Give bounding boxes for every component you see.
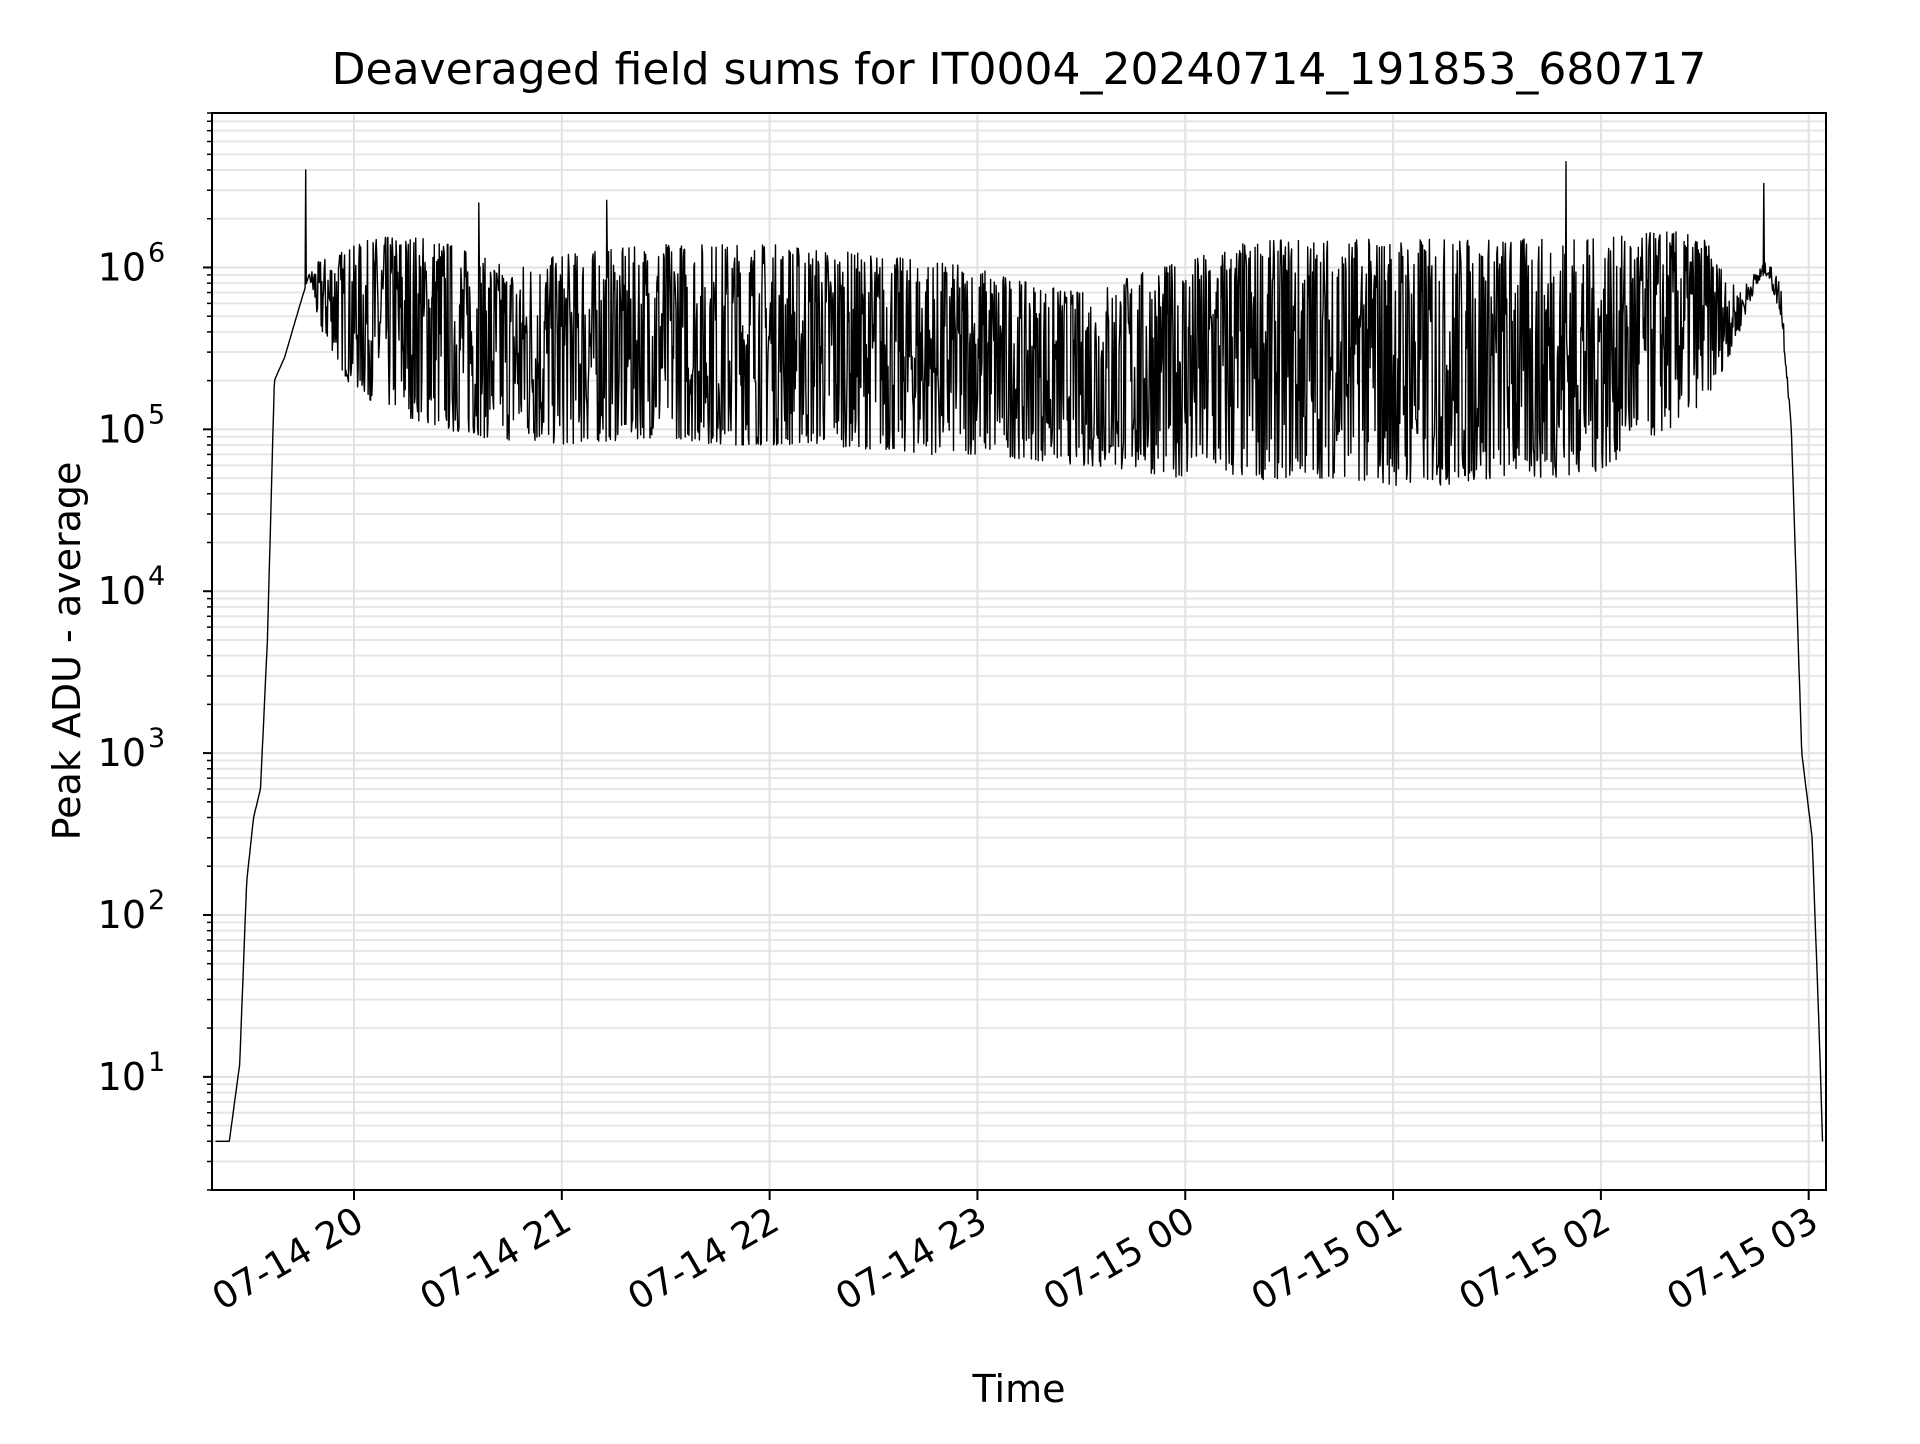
- y-tick-exponent: 1: [148, 1047, 165, 1078]
- plot-frame: [211, 112, 1827, 1191]
- chart-title: Deaveraged field sums for IT0004_2024071…: [332, 44, 1707, 95]
- y-tick-label: 10: [98, 407, 146, 451]
- y-tick-exponent: 5: [148, 399, 165, 430]
- y-axis-label: Peak ADU - average: [45, 462, 89, 841]
- y-tick-exponent: 2: [148, 885, 165, 916]
- y-tick-label: 10: [98, 1055, 146, 1099]
- y-tick-label: 10: [98, 245, 146, 289]
- y-tick-exponent: 3: [148, 723, 165, 754]
- y-tick-label: 10: [98, 893, 146, 937]
- minor-gridlines: [212, 112, 1826, 1191]
- series-layer: [215, 161, 1824, 1142]
- series-line: [215, 161, 1824, 1142]
- y-tick-label: 10: [98, 569, 146, 613]
- y-tick-exponent: 6: [148, 237, 165, 268]
- major-gridlines: [212, 113, 1826, 1190]
- x-axis-label: Time: [972, 1367, 1066, 1411]
- y-tick-label: 10: [98, 731, 146, 775]
- y-tick-exponent: 4: [148, 561, 165, 592]
